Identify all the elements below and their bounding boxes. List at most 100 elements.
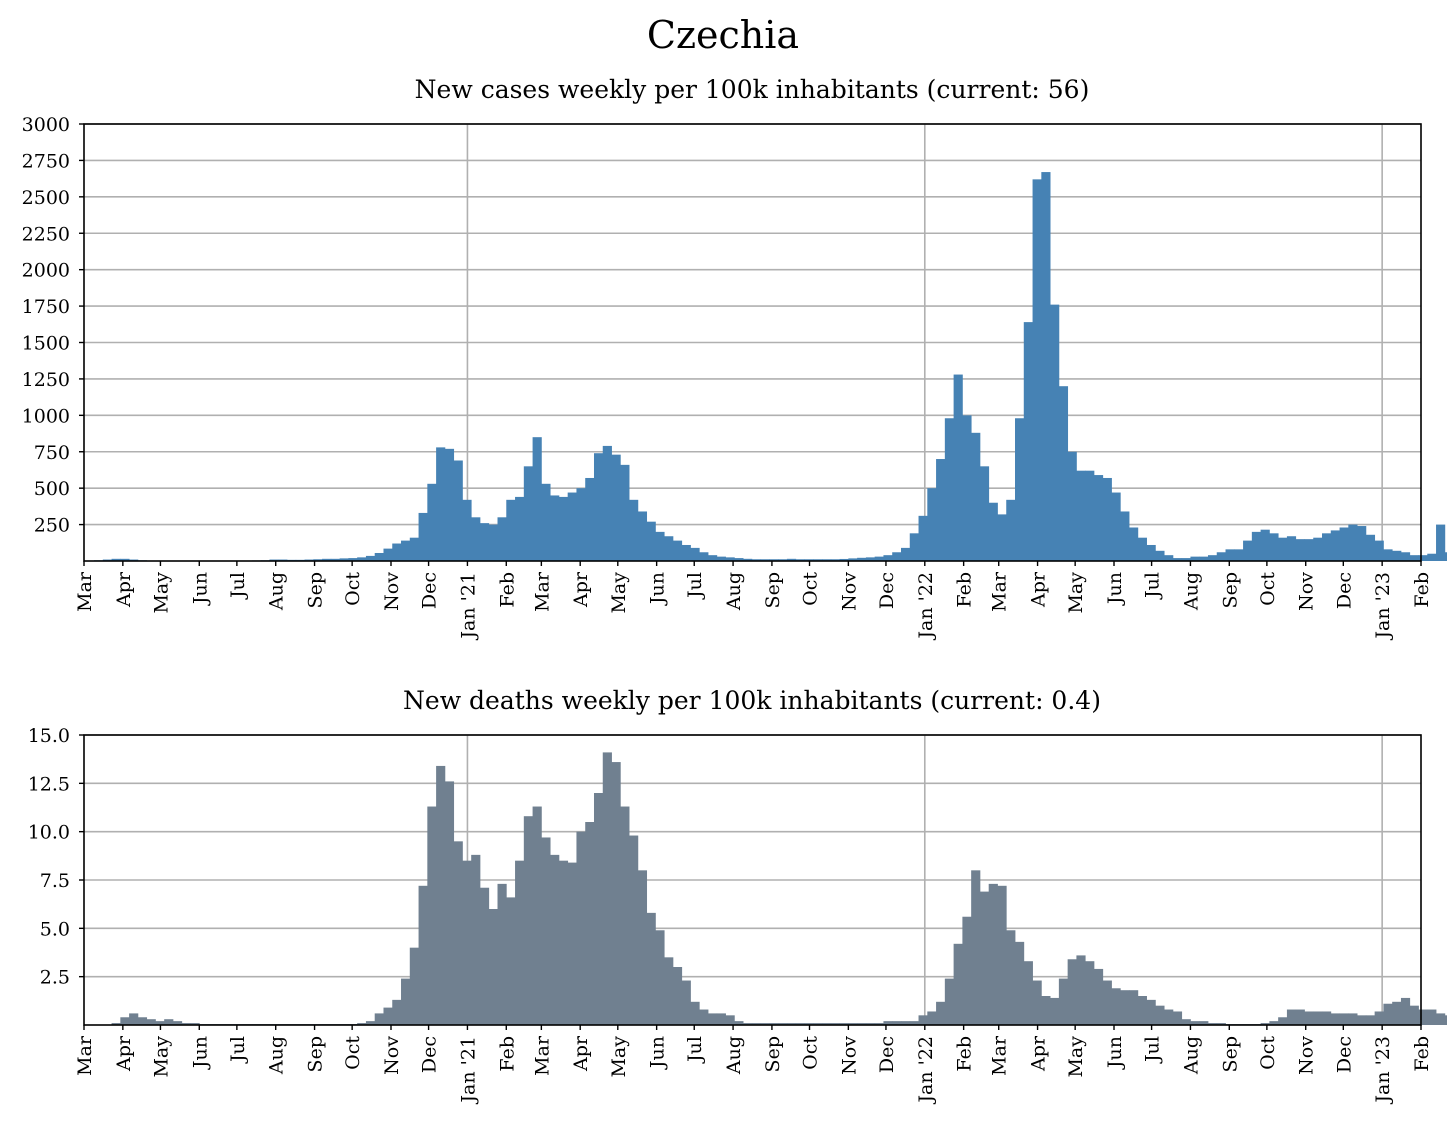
cases-xtick-label: Jun xyxy=(647,572,669,606)
deaths-bar xyxy=(498,884,507,1025)
cases-bar xyxy=(989,503,998,561)
cases-bar xyxy=(576,488,585,561)
cases-bar xyxy=(1313,538,1322,561)
cases-bar xyxy=(1076,471,1085,561)
cases-bar xyxy=(427,484,436,561)
deaths-bar xyxy=(1401,998,1410,1025)
cases-bar xyxy=(1331,530,1340,561)
cases-xtick-label: Jun xyxy=(1104,572,1126,606)
cases-bar xyxy=(1155,551,1164,561)
cases-xtick-label: Sep xyxy=(305,572,327,608)
deaths-bar xyxy=(576,832,585,1025)
cases-bar xyxy=(445,449,454,561)
cases-bar xyxy=(612,455,621,561)
cases-bar xyxy=(515,497,524,561)
cases-bar xyxy=(1243,541,1252,561)
cases-bar xyxy=(971,433,980,561)
cases-bar xyxy=(892,552,901,561)
deaths-bar xyxy=(726,1015,735,1025)
deaths-bar xyxy=(594,793,603,1025)
cases-bar xyxy=(1234,549,1243,561)
cases-bar xyxy=(620,465,629,561)
cases-bar xyxy=(945,418,954,561)
cases-bar xyxy=(1269,533,1278,561)
deaths-bar xyxy=(1164,1010,1173,1025)
deaths-ytick-label: 5.0 xyxy=(40,918,70,940)
deaths-bar xyxy=(612,762,621,1025)
deaths-bar xyxy=(1085,961,1094,1025)
deaths-bar xyxy=(1436,1013,1445,1025)
deaths-bar xyxy=(1015,942,1024,1025)
deaths-bar xyxy=(1427,1010,1436,1025)
cases-xtick-label: Oct xyxy=(800,572,822,606)
cases-bar xyxy=(673,541,682,561)
cases-ytick-label: 2000 xyxy=(22,260,70,282)
deaths-xtick-label: Nov xyxy=(1296,1036,1318,1075)
deaths-bar xyxy=(1173,1011,1182,1025)
deaths-bar xyxy=(997,886,1006,1025)
deaths-bar xyxy=(1094,969,1103,1025)
deaths-chart: New deaths weekly per 100k inhabitants (… xyxy=(28,686,1447,1105)
cases-bar xyxy=(1401,552,1410,561)
cases-bar xyxy=(1024,322,1033,561)
cases-bar xyxy=(1068,452,1077,561)
cases-xtick-label: Jan '21 xyxy=(457,572,479,641)
deaths-bar xyxy=(1147,1000,1156,1025)
deaths-bar xyxy=(1366,1015,1375,1025)
deaths-bar xyxy=(147,1019,156,1025)
deaths-bar xyxy=(673,967,682,1025)
deaths-bar xyxy=(919,1015,928,1025)
deaths-bar xyxy=(1278,1017,1287,1025)
cases-bar xyxy=(883,555,892,561)
deaths-bar xyxy=(375,1013,384,1025)
cases-bar xyxy=(1033,179,1042,561)
cases-bar xyxy=(936,459,945,561)
cases-bar xyxy=(1252,532,1261,561)
deaths-bar xyxy=(1182,1019,1191,1025)
cases-xtick-label: Jun xyxy=(189,572,211,606)
cases-xtick-label: Jul xyxy=(684,572,706,600)
deaths-ytick-label: 7.5 xyxy=(40,870,70,892)
cases-bar xyxy=(1226,549,1235,561)
cases-bar xyxy=(489,525,498,561)
deaths-bar xyxy=(971,870,980,1025)
cases-bar xyxy=(568,493,577,561)
cases-ytick-label: 1750 xyxy=(22,296,70,318)
deaths-bar xyxy=(541,837,550,1025)
deaths-xtick-label: Apr xyxy=(570,1035,592,1072)
cases-bar xyxy=(1006,500,1015,561)
deaths-bar xyxy=(1076,955,1085,1025)
deaths-bar xyxy=(419,886,428,1025)
deaths-xtick-label: Sep xyxy=(1219,1036,1241,1072)
cases-xtick-label: Jan '23 xyxy=(1372,572,1394,641)
deaths-bar xyxy=(489,909,498,1025)
deaths-xtick-label: Jun xyxy=(189,1036,211,1070)
figure-title: Czechia xyxy=(647,13,799,57)
deaths-bar xyxy=(1050,998,1059,1025)
cases-xtick-label: May xyxy=(1065,572,1087,614)
deaths-xtick-label: Jun xyxy=(1104,1036,1126,1070)
deaths-bar xyxy=(480,888,489,1025)
cases-ytick-label: 1000 xyxy=(22,405,70,427)
cases-bar xyxy=(910,533,919,561)
cases-bar xyxy=(997,514,1006,561)
cases-ytick-label: 2750 xyxy=(22,150,70,172)
cases-bar xyxy=(962,415,971,561)
cases-xtick-label: Oct xyxy=(342,572,364,606)
deaths-bar xyxy=(506,897,515,1025)
deaths-bar xyxy=(383,1008,392,1025)
deaths-bar xyxy=(436,766,445,1025)
cases-bar xyxy=(1059,386,1068,561)
cases-bar xyxy=(1094,475,1103,561)
deaths-xtick-label: Feb xyxy=(1411,1036,1433,1072)
deaths-bar xyxy=(1304,1011,1313,1025)
deaths-bar xyxy=(1059,979,1068,1025)
cases-bar xyxy=(550,495,559,561)
cases-bar xyxy=(454,460,463,561)
cases-bar xyxy=(471,517,480,561)
cases-bar xyxy=(1383,549,1392,561)
deaths-xtick-label: Jul xyxy=(1142,1036,1164,1064)
cases-xtick-label: Sep xyxy=(1219,572,1241,608)
cases-bar xyxy=(1296,539,1305,561)
deaths-ytick-label: 12.5 xyxy=(28,773,70,795)
